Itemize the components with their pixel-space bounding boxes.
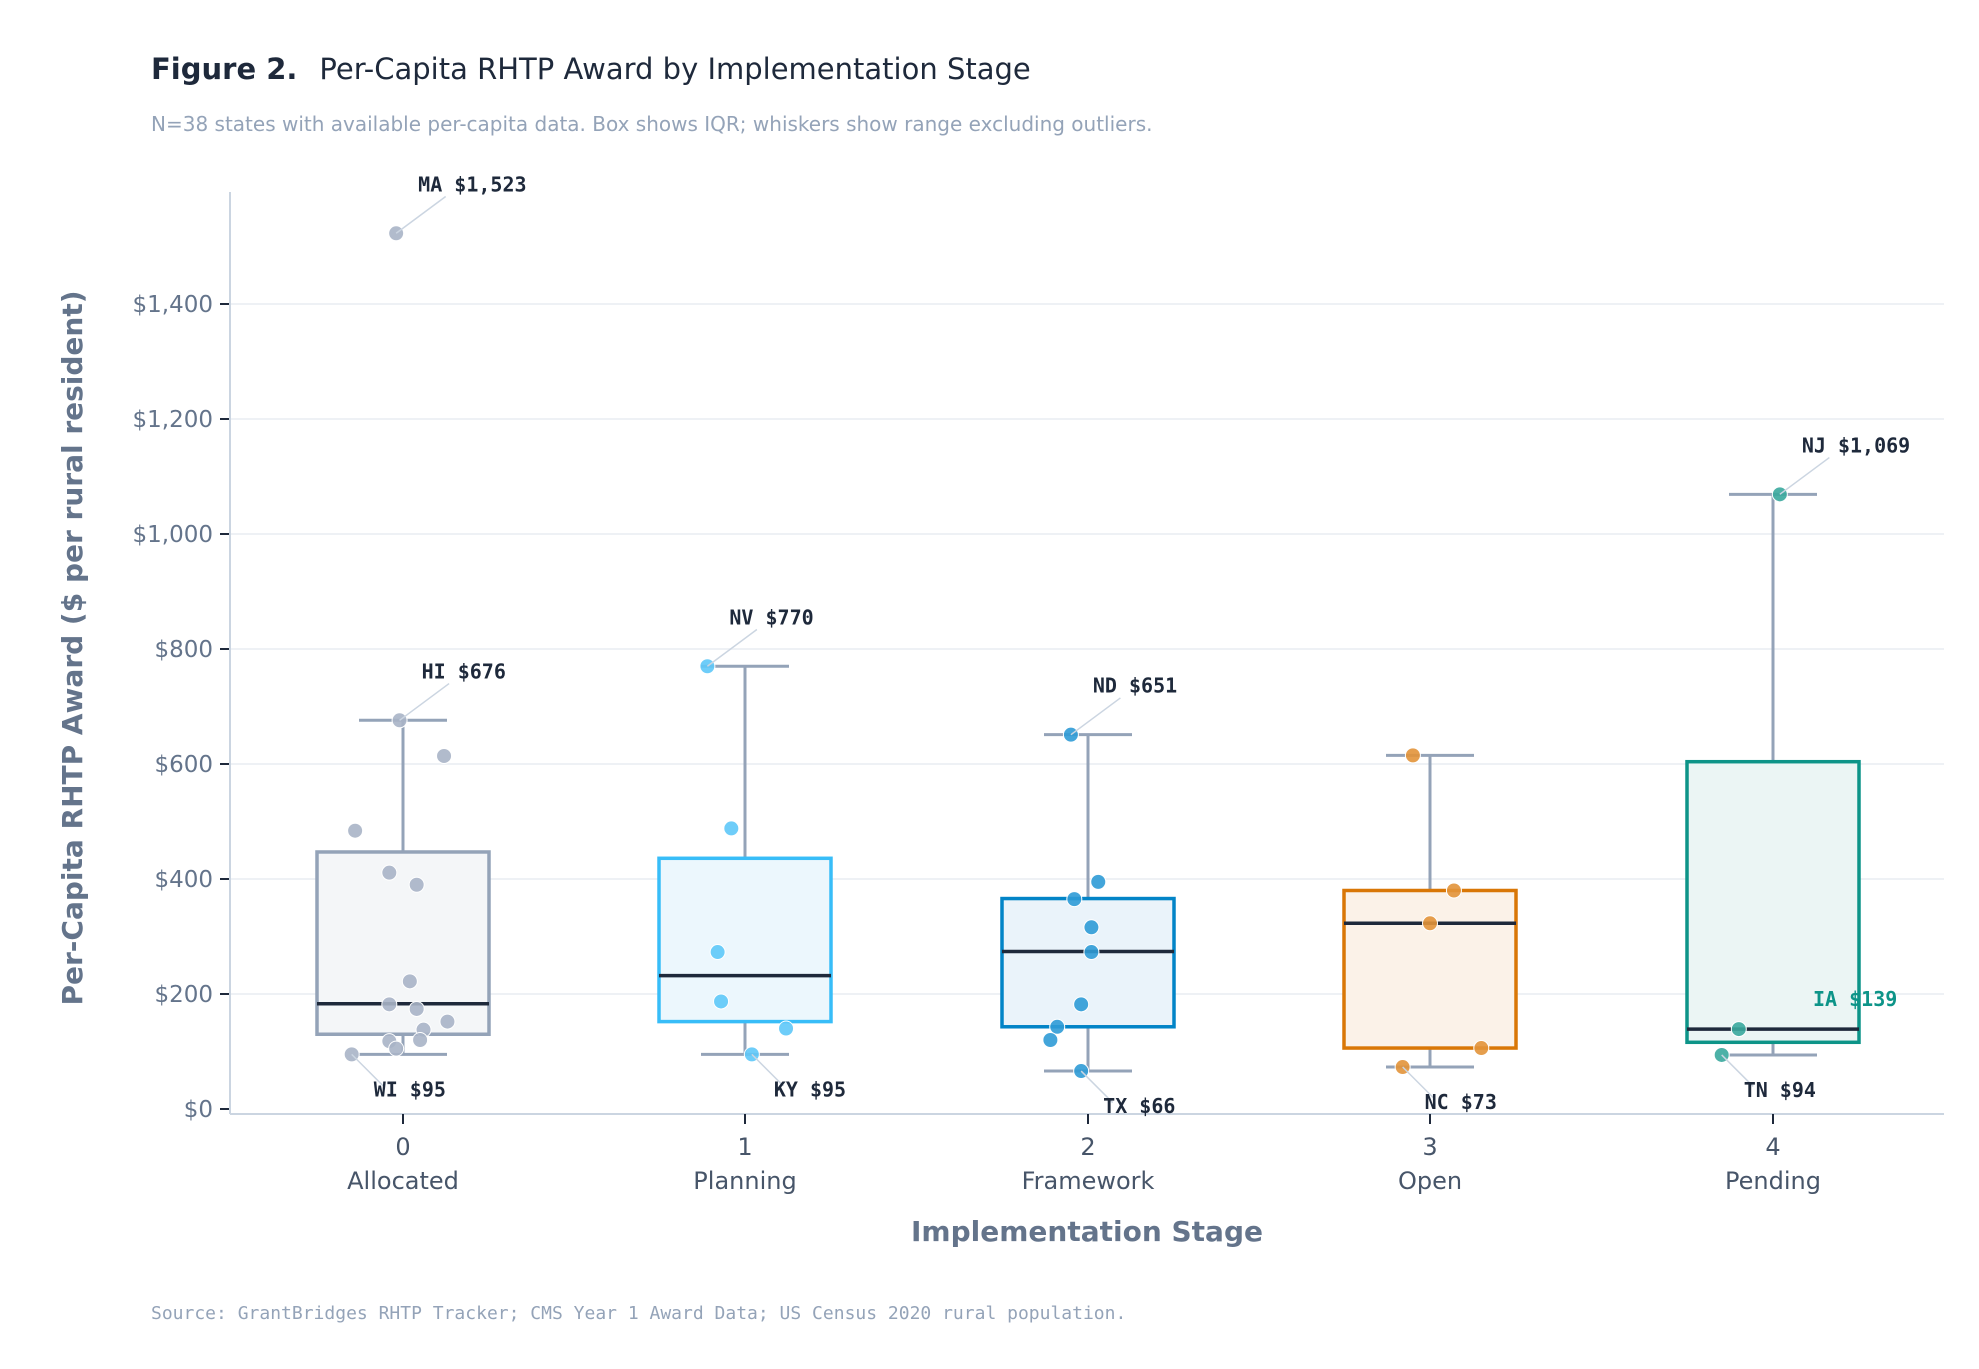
data-point — [412, 1032, 429, 1048]
leader-line — [1070, 697, 1121, 736]
annotation: IA $139 — [1813, 987, 1897, 1011]
iqr-box — [657, 856, 833, 1024]
data-point — [1073, 996, 1090, 1013]
data-point — [1445, 882, 1462, 899]
annotation: MA $1,523 — [395, 172, 527, 234]
y-tick-label: $200 — [154, 982, 213, 1008]
data-point — [1049, 1018, 1066, 1035]
box-group-framework — [1000, 726, 1176, 1080]
annotation-label: MA $1,523 — [418, 172, 526, 196]
data-point — [1083, 944, 1100, 961]
data-point — [1066, 891, 1083, 908]
annotation-label: KY $95 — [774, 1077, 846, 1101]
data-point — [1404, 747, 1421, 764]
y-tick-label: $1,200 — [133, 407, 213, 433]
y-tick-label: $600 — [154, 752, 213, 778]
x-tick-code: 0 — [395, 1133, 410, 1161]
annotation-label: NJ $1,069 — [1802, 433, 1910, 457]
x-tick-code: 1 — [737, 1133, 752, 1161]
leader-line — [351, 1053, 384, 1087]
leader-line — [751, 1053, 784, 1087]
data-point — [439, 1013, 456, 1030]
source-note: Source: GrantBridges RHTP Tracker; CMS Y… — [151, 1303, 1127, 1324]
data-point — [1422, 915, 1438, 932]
data-point — [709, 944, 726, 961]
data-point — [778, 1020, 795, 1037]
y-axis-title: Per-Capita RHTP Award ($ per rural resid… — [56, 290, 89, 1005]
annotation: ND $651 — [1070, 674, 1177, 736]
data-point — [408, 876, 425, 893]
annotation: NJ $1,069 — [1779, 433, 1910, 495]
annotation-label: NV $770 — [729, 605, 813, 629]
data-point — [408, 1000, 425, 1017]
annotation: NV $770 — [706, 605, 814, 667]
data-point — [1730, 1021, 1747, 1038]
annotation: TX $66 — [1080, 1070, 1175, 1118]
x-tick-code: 3 — [1422, 1133, 1437, 1161]
data-point — [381, 996, 398, 1013]
y-tick-label: $400 — [154, 867, 213, 893]
figure-number: Figure 2. — [151, 52, 298, 86]
annotation: WI $95 — [351, 1053, 446, 1101]
data-point — [436, 747, 453, 764]
annotation-label: TN $94 — [1744, 1078, 1816, 1102]
x-tick-label: Planning — [693, 1167, 796, 1195]
annotation-label: NC $73 — [1425, 1090, 1497, 1114]
annotation-label: IA $139 — [1813, 987, 1897, 1011]
y-tick-label: $0 — [184, 1097, 213, 1123]
leader-line — [706, 628, 758, 667]
y-tick-label: $1,000 — [133, 522, 213, 548]
box-group-allocated — [315, 225, 491, 1063]
axes: $0 $200 $400 $600 $800 $1,000 $1,200 $1,400 0 All… — [56, 192, 1944, 1248]
annotation-label: TX $66 — [1103, 1094, 1175, 1118]
y-tick-label: $1,400 — [133, 292, 213, 318]
x-tick-label: Framework — [1022, 1167, 1155, 1195]
x-tick-code: 4 — [1765, 1133, 1780, 1161]
annotation: KY $95 — [751, 1053, 846, 1101]
x-tick-label: Pending — [1725, 1167, 1821, 1195]
figure-title: Figure 2. Per-Capita RHTP Award by Implem… — [151, 52, 1031, 86]
data-point — [381, 864, 398, 881]
data-point — [723, 820, 740, 837]
annotation-label: HI $676 — [422, 659, 506, 683]
box-group-planning — [657, 658, 833, 1063]
leader-line — [1721, 1054, 1754, 1087]
iqr-box — [315, 850, 491, 1036]
x-tick-label: Open — [1398, 1167, 1462, 1195]
data-point — [1083, 919, 1100, 936]
annotations: MA $1,523 HI $676 WI $95 NV $770 KY $95 ND $6… — [351, 172, 1910, 1118]
annotation: HI $676 — [399, 659, 506, 721]
data-point — [347, 822, 364, 839]
leader-line — [395, 195, 447, 234]
box-group-open — [1342, 747, 1518, 1076]
leader-line — [1080, 1070, 1114, 1104]
gridlines — [230, 303, 1944, 995]
box-group-pending — [1685, 486, 1861, 1063]
figure-title-text: Per-Capita RHTP Award by Implementation … — [319, 52, 1031, 86]
annotation: TN $94 — [1721, 1054, 1816, 1102]
x-tick-code: 2 — [1080, 1133, 1095, 1161]
figure-subtitle: N=38 states with available per-capita da… — [151, 112, 1153, 136]
iqr-box — [1685, 759, 1861, 1045]
leader-line — [399, 682, 450, 721]
box-groups — [315, 225, 1861, 1080]
data-point — [1090, 873, 1107, 890]
data-point — [401, 973, 418, 990]
data-point — [713, 993, 730, 1010]
x-axis-title: Implementation Stage — [911, 1215, 1263, 1248]
iqr-box — [1342, 888, 1518, 1050]
annotation: NC $73 — [1402, 1066, 1497, 1114]
leader-line — [1779, 456, 1830, 495]
annotation-label: WI $95 — [374, 1077, 446, 1101]
leader-line — [1402, 1066, 1435, 1100]
data-point — [388, 1040, 405, 1057]
x-tick-label: Allocated — [347, 1167, 459, 1195]
annotation-label: ND $651 — [1093, 674, 1177, 698]
data-point — [1473, 1040, 1490, 1057]
y-tick-label: $800 — [154, 637, 213, 663]
data-point — [1042, 1032, 1059, 1048]
